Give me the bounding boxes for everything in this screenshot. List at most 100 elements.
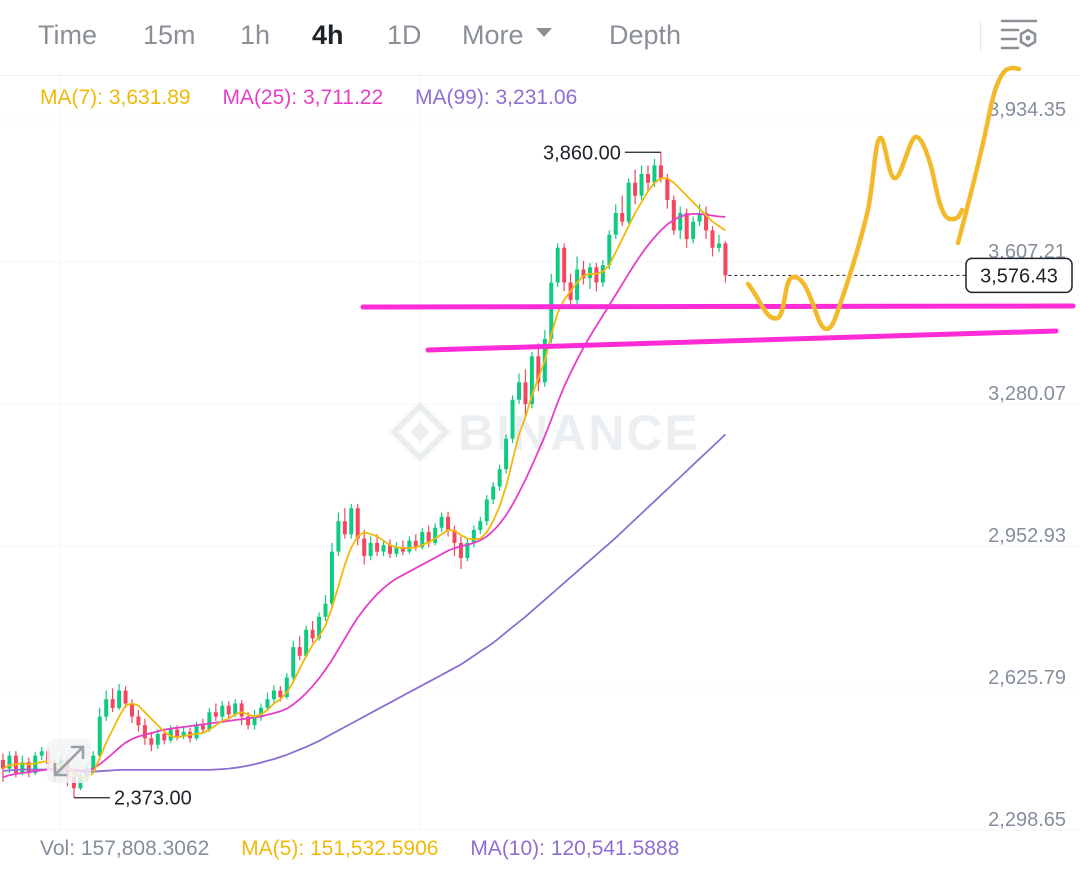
watermark-text: BINANCE [458, 405, 700, 461]
expand-icon[interactable] [47, 739, 91, 783]
candle-body [452, 529, 457, 543]
y-tick-label: 3,280.07 [988, 383, 1066, 405]
tab-more-label: More [462, 20, 524, 50]
volume-indicators: Vol: 157,808.3062 MA(5): 151,532.5906 MA… [40, 837, 705, 861]
timeframe-tabs: Time 15m 1h 4h 1D More Depth [0, 0, 1080, 76]
tab-depth[interactable]: Depth [609, 20, 682, 50]
tab-more[interactable]: More [462, 20, 552, 51]
candle-body [517, 382, 521, 400]
candle-body [575, 269, 580, 300]
candle-body [155, 733, 160, 745]
candle-body [697, 213, 702, 222]
current-price-label: 3,576.43 [980, 265, 1058, 287]
candle-body [716, 243, 721, 248]
support-line-upper [360, 303, 1076, 310]
chart-settings-button[interactable] [998, 16, 1040, 56]
tab-4h[interactable]: 4h [312, 20, 344, 50]
candle-body [523, 382, 528, 405]
tab-1d[interactable]: 1D [387, 20, 422, 50]
candle-body [555, 247, 560, 283]
y-axis-labels: 3,934.35 3,607.21 3,280.07 2,952.93 2,625.79… [988, 99, 1066, 831]
candle-body [400, 547, 405, 552]
ma25-line [2, 212, 726, 779]
chart-settings-icon [1000, 19, 1038, 50]
candle-body [671, 200, 676, 231]
candle-body [168, 729, 173, 741]
tab-time[interactable]: Time [38, 20, 97, 50]
candle-body [336, 521, 341, 552]
candle-body [458, 542, 463, 559]
candle-body [484, 499, 489, 522]
candle-body [271, 690, 276, 700]
ma7-line [2, 177, 726, 779]
y-tick-label: 2,625.79 [988, 667, 1066, 689]
support-line-lower [425, 328, 1059, 353]
candle-body [317, 616, 322, 639]
candle-body [39, 751, 44, 756]
ma25-value: MA(25): 3,711.22 [222, 86, 384, 109]
candle-body [658, 165, 663, 179]
candle-body [239, 703, 244, 717]
candle-body [439, 516, 444, 528]
candle-body [104, 699, 109, 717]
candle-body [594, 267, 599, 283]
candle-body [349, 508, 354, 535]
candle-body [175, 729, 180, 737]
candle-body [323, 603, 328, 617]
candle-body [20, 762, 25, 773]
y-tick-label: 3,607.21 [988, 241, 1066, 263]
candle-body [310, 629, 315, 639]
candle-body [471, 529, 476, 543]
price-indicators: MA(7): 3,631.89 MA(25): 3,711.22 MA(99):… [40, 86, 603, 110]
candle-body [252, 716, 257, 726]
candle-body [710, 230, 715, 248]
ma7-value: MA(7): 3,631.89 [40, 86, 191, 109]
candle-body [407, 540, 412, 552]
candle-body [362, 538, 367, 556]
candle-body [723, 243, 728, 276]
high-label: 3,860.00 [543, 142, 621, 164]
candle-body [446, 516, 451, 530]
candle-body [420, 532, 425, 548]
candle-body [587, 267, 592, 279]
candle-body [284, 677, 289, 698]
candle-body [329, 551, 334, 604]
y-tick-label: 3,934.35 [988, 99, 1066, 121]
candle-body [652, 165, 657, 183]
candle-body [91, 755, 96, 769]
candle-body [375, 542, 380, 552]
candle-body [465, 542, 470, 559]
tab-15m[interactable]: 15m [143, 20, 196, 50]
candle-body [136, 716, 141, 726]
candle-body [510, 399, 515, 439]
candle-body [149, 738, 154, 745]
candle-body [97, 716, 102, 756]
candle-body [26, 762, 31, 773]
candle-body [600, 265, 605, 283]
candle-body [181, 731, 186, 737]
candle-body [110, 699, 115, 708]
candle-body [381, 545, 386, 552]
candle-body [200, 725, 205, 730]
candle-body [142, 725, 147, 739]
candle-body [497, 469, 502, 487]
y-tick-label: 2,952.93 [988, 525, 1066, 547]
low-label: 2,373.00 [114, 788, 192, 810]
candle-body [7, 755, 12, 769]
candle-body [388, 545, 392, 554]
tab-1h[interactable]: 1h [240, 20, 271, 50]
candle-body [562, 247, 567, 283]
candle-body [478, 521, 483, 530]
candle-body [633, 182, 638, 196]
projection-scribble-2 [955, 65, 1022, 246]
candle-body [665, 178, 670, 201]
candle-body [607, 234, 612, 266]
candle-body [549, 282, 554, 339]
candle-body [291, 647, 296, 678]
candle-body [194, 725, 199, 739]
candle-body [678, 213, 683, 231]
candles [1, 152, 728, 798]
candle-body [626, 182, 631, 222]
candle-body [162, 733, 167, 741]
